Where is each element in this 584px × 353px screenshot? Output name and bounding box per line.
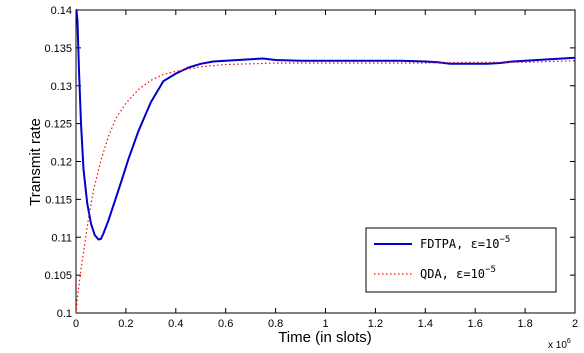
y-axis-label: Transmit rate <box>27 118 44 206</box>
x-tick-label: 0.4 <box>168 318 183 330</box>
y-axis: 0.1 0.105 0.11 0.115 0.12 0.125 0.13 0.135 0.14 <box>44 5 575 320</box>
x-tick-label: 0.6 <box>218 318 233 330</box>
y-tick-label: 0.115 <box>45 194 72 206</box>
x-axis: 0 0.2 0.4 0.6 0.8 1 1.2 1.4 1.6 1.8 2 <box>73 10 578 330</box>
y-tick-label: 0.14 <box>51 5 72 17</box>
y-tick-label: 0.105 <box>44 270 72 282</box>
x-axis-multiplier: x 106 <box>548 338 571 351</box>
series-lines <box>75 9 576 314</box>
legend-label-qda: QDA, ε=10−5 <box>420 265 496 281</box>
y-tick-label: 0.125 <box>44 119 72 131</box>
x-tick-label: 1 <box>322 318 328 330</box>
x-tick-label: 0.8 <box>268 318 283 330</box>
series-line-fdtpa <box>75 9 576 241</box>
x-tick-label: 2 <box>572 318 578 330</box>
y-tick-label: 0.1 <box>57 308 72 320</box>
legend: FDTPA, ε=10−5 QDA, ε=10−5 <box>365 227 557 293</box>
x-tick-label: 0.2 <box>118 318 133 330</box>
y-tick-label: 0.13 <box>51 81 72 93</box>
x-tick-label: 1.4 <box>418 318 433 330</box>
x-tick-label: 0 <box>73 318 79 330</box>
x-tick-label: 1.8 <box>517 318 532 330</box>
y-tick-label: 0.12 <box>51 157 72 169</box>
legend-box <box>365 227 557 293</box>
series-line-qda <box>75 60 576 314</box>
x-tick-label: 1.2 <box>368 318 383 330</box>
x-axis-label: Time (in slots) <box>278 329 372 346</box>
x-tick-label: 1.6 <box>468 318 483 330</box>
legend-label-fdtpa: FDTPA, ε=10−5 <box>420 235 510 251</box>
y-tick-label: 0.11 <box>51 232 72 244</box>
y-tick-label: 0.135 <box>44 43 72 55</box>
